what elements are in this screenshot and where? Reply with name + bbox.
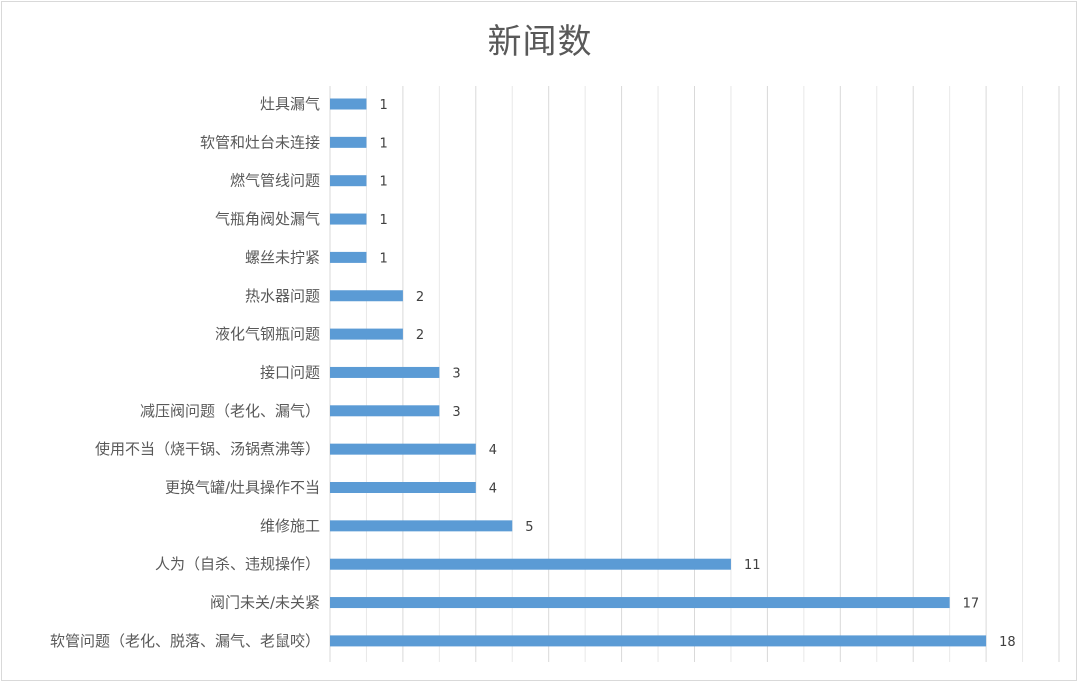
category-label: 螺丝未拧紧	[245, 248, 320, 266]
bar	[330, 98, 367, 110]
bar	[330, 213, 367, 225]
value-label: 11	[744, 558, 761, 573]
bar	[330, 597, 950, 609]
bar	[330, 558, 731, 570]
category-label: 液化气钢瓶问题	[215, 325, 320, 343]
bar	[330, 366, 440, 378]
bar	[330, 635, 987, 647]
category-label: 更换气罐/灶具操作不当	[165, 479, 320, 497]
value-label: 5	[525, 520, 533, 535]
value-label: 4	[489, 482, 497, 497]
value-label: 2	[416, 328, 424, 343]
category-label: 使用不当（烧干锅、汤锅煮沸等）	[95, 440, 320, 458]
category-labels: 灶具漏气软管和灶台未连接燃气管线问题气瓶角阀处漏气螺丝未拧紧热水器问题液化气钢瓶…	[50, 95, 320, 650]
category-label: 软管问题（老化、脱落、漏气、老鼠咬）	[50, 632, 320, 650]
bar	[330, 443, 476, 455]
category-label: 维修施工	[260, 517, 320, 535]
value-label: 1	[379, 136, 387, 151]
bar	[330, 520, 513, 532]
value-label: 4	[489, 443, 497, 458]
bar	[330, 136, 367, 148]
category-label: 接口问题	[260, 363, 320, 381]
bar	[330, 405, 440, 417]
value-label: 1	[379, 175, 387, 190]
category-label: 热水器问题	[245, 287, 320, 305]
bars	[330, 98, 987, 647]
bar	[330, 251, 367, 263]
bar	[330, 482, 476, 493]
category-label: 阀门未关/未关紧	[210, 594, 320, 612]
bar	[330, 175, 367, 187]
category-label: 燃气管线问题	[230, 172, 320, 190]
value-label: 18	[999, 635, 1016, 650]
value-label: 17	[963, 597, 980, 612]
value-label: 1	[379, 251, 387, 266]
chart-title: 新闻数	[487, 22, 593, 62]
category-label: 减压阀问题（老化、漏气）	[140, 402, 320, 420]
category-label: 人为（自杀、违规操作）	[155, 555, 320, 573]
value-label: 3	[452, 366, 460, 381]
value-label: 3	[452, 405, 460, 420]
value-label: 1	[379, 98, 387, 113]
category-label: 气瓶角阀处漏气	[215, 210, 320, 228]
value-label: 1	[379, 213, 387, 228]
bar	[330, 328, 403, 340]
value-label: 2	[416, 290, 424, 305]
category-label: 软管和灶台未连接	[200, 133, 320, 151]
category-label: 灶具漏气	[260, 95, 320, 113]
bar	[330, 290, 403, 302]
